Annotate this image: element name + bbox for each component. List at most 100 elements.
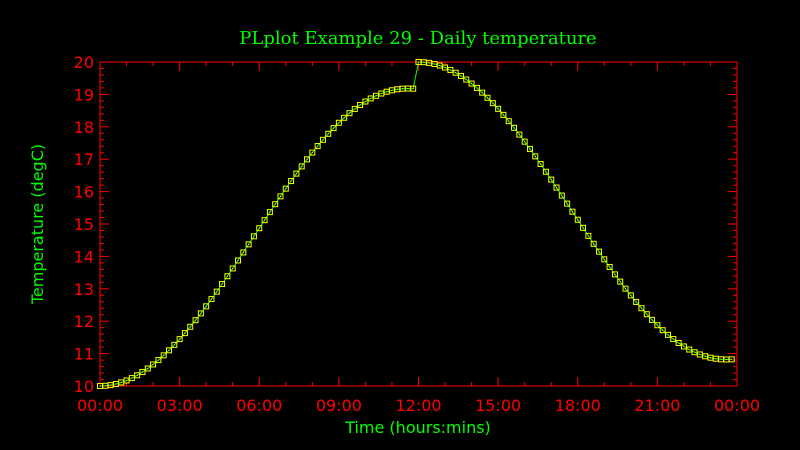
y-tick-label: 15	[74, 215, 94, 234]
data-point	[293, 170, 300, 177]
series-markers	[97, 59, 735, 389]
data-point	[325, 130, 332, 137]
data-point	[500, 111, 507, 118]
data-point	[155, 357, 162, 364]
data-point	[484, 94, 491, 101]
data-point	[298, 163, 305, 170]
y-tick-label: 20	[74, 53, 94, 72]
data-point	[553, 184, 560, 191]
data-point	[335, 119, 342, 126]
y-tick-label: 14	[74, 247, 94, 266]
x-tick-label: 06:00	[236, 396, 282, 415]
data-point	[675, 339, 682, 346]
data-point	[160, 352, 167, 359]
y-tick-label: 19	[74, 85, 94, 104]
data-point	[208, 296, 215, 303]
y-tick-label: 10	[74, 377, 94, 396]
data-point	[304, 156, 311, 163]
data-point	[580, 224, 587, 231]
data-point	[643, 311, 650, 318]
data-point	[670, 336, 677, 343]
data-point	[266, 209, 273, 216]
data-point	[235, 257, 242, 264]
data-point	[330, 125, 337, 132]
data-point	[250, 233, 257, 240]
data-point	[341, 114, 348, 121]
data-point	[134, 372, 141, 379]
x-tick-label: 03:00	[157, 396, 203, 415]
axis-ticks	[99, 61, 738, 387]
data-point	[574, 216, 581, 223]
data-point	[245, 241, 252, 248]
data-point	[728, 356, 735, 363]
data-point	[649, 316, 656, 323]
data-point	[351, 105, 358, 112]
x-tick-label: 15:00	[475, 396, 521, 415]
y-tick-label: 18	[74, 118, 94, 137]
data-point	[346, 110, 353, 117]
chart-title: PLplot Example 29 - Daily temperature	[239, 28, 596, 49]
data-point	[181, 330, 188, 337]
data-point	[511, 124, 518, 131]
data-point	[601, 256, 608, 263]
x-tick-label: 18:00	[555, 396, 601, 415]
data-point	[314, 143, 321, 150]
data-point	[585, 232, 592, 239]
data-point	[680, 343, 687, 350]
x-axis-label: Time (hours:mins)	[344, 418, 491, 437]
data-point	[192, 317, 199, 324]
data-point	[463, 76, 470, 83]
data-point	[362, 98, 369, 105]
data-point	[229, 265, 236, 272]
data-point	[357, 102, 364, 109]
data-point	[521, 138, 528, 145]
data-point	[176, 336, 183, 343]
data-point	[473, 84, 480, 91]
data-point	[319, 136, 326, 143]
data-point	[590, 240, 597, 247]
data-point	[219, 281, 226, 287]
data-point	[197, 310, 204, 317]
data-point	[627, 292, 634, 299]
y-tick-label: 11	[74, 345, 94, 364]
data-point	[277, 193, 284, 200]
y-tick-label: 13	[74, 280, 94, 299]
data-point	[288, 178, 295, 185]
x-tick-label: 00:00	[77, 396, 123, 415]
data-point	[282, 185, 289, 192]
data-point	[654, 322, 661, 329]
data-point	[410, 85, 417, 92]
data-point	[595, 248, 602, 255]
data-point	[638, 305, 645, 312]
data-point	[171, 341, 178, 348]
tick-labels: 00:00 03:00 06:00 09:00 12:00 15:00 18:00 21:00…	[74, 53, 760, 415]
x-tick-label: 12:00	[395, 396, 441, 415]
data-point	[457, 72, 464, 79]
data-point	[564, 200, 571, 207]
data-point	[617, 278, 624, 285]
data-point	[505, 118, 512, 125]
data-point	[166, 347, 173, 354]
data-point	[150, 361, 157, 368]
data-point	[256, 225, 263, 232]
data-point	[272, 201, 279, 208]
data-point	[468, 80, 475, 87]
data-point	[633, 298, 640, 305]
data-point	[542, 168, 549, 175]
data-point	[664, 331, 671, 338]
x-tick-label: 00:00	[714, 396, 760, 415]
data-point	[309, 149, 316, 156]
data-point	[611, 271, 618, 278]
x-tick-label: 09:00	[316, 396, 362, 415]
data-point	[139, 369, 146, 376]
data-point	[144, 365, 151, 372]
x-tick-label: 21:00	[634, 396, 680, 415]
data-point	[558, 192, 565, 199]
data-point	[569, 208, 576, 215]
data-point	[213, 288, 220, 295]
data-point	[622, 285, 629, 292]
y-axis-label: Temperature (degC)	[28, 144, 47, 305]
data-point	[659, 327, 666, 334]
